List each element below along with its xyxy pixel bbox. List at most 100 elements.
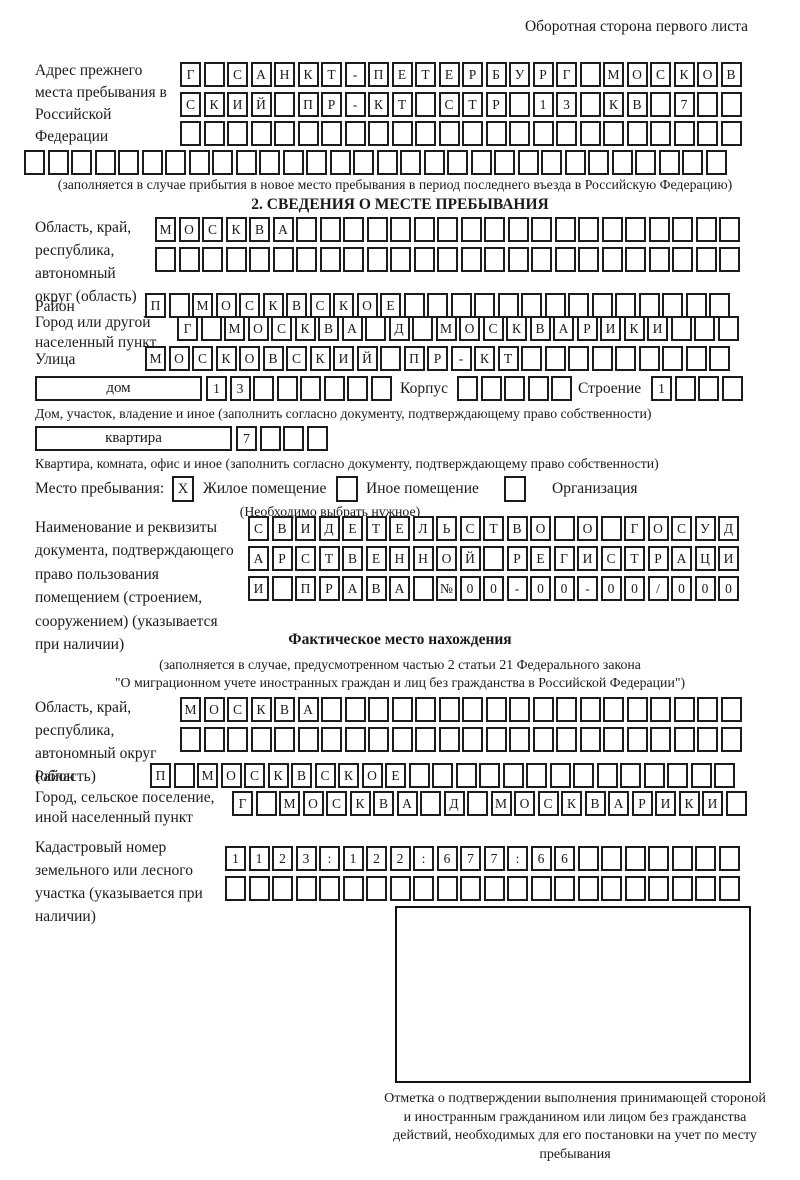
form-cell: Р (631, 791, 653, 816)
form-cell (420, 791, 441, 816)
law-note-line1: (заполняется в случае, предусмотренном ч… (159, 657, 641, 672)
form-cell (200, 316, 222, 341)
form-cell (438, 727, 460, 752)
form-cell: К (297, 62, 319, 87)
form-cell: Е (380, 293, 401, 318)
form-cell (141, 150, 163, 175)
form-cell (615, 293, 636, 318)
form-cell: Е (342, 516, 363, 541)
form-cell: О (577, 516, 598, 541)
form-cell (579, 92, 601, 117)
form-cell: Д (443, 791, 465, 816)
form-cell: С (180, 92, 201, 117)
form-cell (427, 293, 448, 318)
form-cell: М (155, 217, 176, 242)
form-cell: 3 (229, 376, 251, 401)
form-cell: Т (462, 92, 483, 117)
form-cell: С (286, 346, 307, 371)
form-cell: 1 (342, 846, 364, 871)
form-cell (455, 763, 477, 788)
form-cell (450, 293, 472, 318)
district-label: Район (35, 298, 75, 315)
form-cell (591, 346, 613, 371)
form-cell (549, 763, 571, 788)
form-cell (697, 92, 718, 117)
form-cell (579, 62, 601, 87)
form-cell: К (673, 62, 695, 87)
form-cell (457, 376, 478, 401)
form-cell (306, 150, 327, 175)
form-cell (344, 727, 366, 752)
form-cell: К (561, 791, 582, 816)
form-cell: Й (250, 92, 272, 117)
form-cell (321, 121, 342, 146)
form-cell (672, 247, 693, 272)
form-cell (212, 150, 233, 175)
form-cell (564, 150, 586, 175)
form-cell (720, 92, 742, 117)
form-cell: О (514, 791, 535, 816)
form-cell (296, 247, 317, 272)
form-cell: П (145, 293, 166, 318)
form-cell (391, 121, 413, 146)
form-cell: С (600, 546, 622, 571)
form-cell (306, 426, 328, 451)
form-cell (662, 346, 683, 371)
form-cell (697, 121, 718, 146)
form-cell (625, 217, 646, 242)
form-cell (250, 121, 272, 146)
form-cell (249, 247, 270, 272)
form-cell: Т (365, 516, 387, 541)
form-cell: К (623, 316, 645, 341)
page-side-note: Оборотная сторона первого листа (524, 18, 748, 35)
form-cell (155, 247, 176, 272)
form-cell (390, 217, 411, 242)
form-cell (603, 727, 624, 752)
form-cell (178, 247, 200, 272)
form-cell: И (702, 791, 723, 816)
form-cell (319, 876, 340, 901)
document-row-3: И П Р А В А № 0 0-0 0-0 0/0 0 0 (248, 576, 742, 601)
form-cell: В (286, 293, 307, 318)
form-cell: А (297, 697, 319, 722)
form-cell (648, 217, 670, 242)
form-cell (462, 697, 483, 722)
stay-type-label: Место пребывания: (35, 480, 165, 497)
form-cell: С (248, 516, 269, 541)
form-cell (588, 150, 609, 175)
form-cell (556, 697, 577, 722)
form-cell (698, 376, 719, 401)
form-cell (603, 697, 624, 722)
form-cell: К (294, 316, 316, 341)
form-cell: 2 (272, 846, 293, 871)
form-cell (484, 247, 505, 272)
form-cell: В (291, 763, 312, 788)
form-cell: 1 (532, 92, 554, 117)
form-cell: - (450, 346, 472, 371)
form-cell (527, 376, 549, 401)
form-cell (250, 727, 272, 752)
form-cell (509, 697, 530, 722)
form-cell: Г (553, 546, 575, 571)
form-cell (272, 876, 293, 901)
form-cell (674, 376, 696, 401)
form-cell (673, 727, 695, 752)
form-cell (485, 121, 507, 146)
form-cell (283, 426, 304, 451)
form-cell: 0 (459, 576, 481, 601)
form-cell (624, 876, 646, 901)
form-cell: 0 (553, 576, 575, 601)
form-cell (526, 763, 547, 788)
form-cell (323, 376, 345, 401)
form-cell (297, 727, 319, 752)
form-cell (502, 763, 524, 788)
form-cell: 7 (460, 846, 481, 871)
form-cell: 0 (530, 576, 551, 601)
form-cell: И (333, 346, 354, 371)
form-cell (344, 121, 366, 146)
form-cell: В (373, 791, 394, 816)
form-cell: О (220, 763, 242, 788)
form-cell (391, 697, 413, 722)
stay-type-note: (Необходимо выбрать нужное) (239, 504, 421, 519)
form-cell (531, 247, 552, 272)
